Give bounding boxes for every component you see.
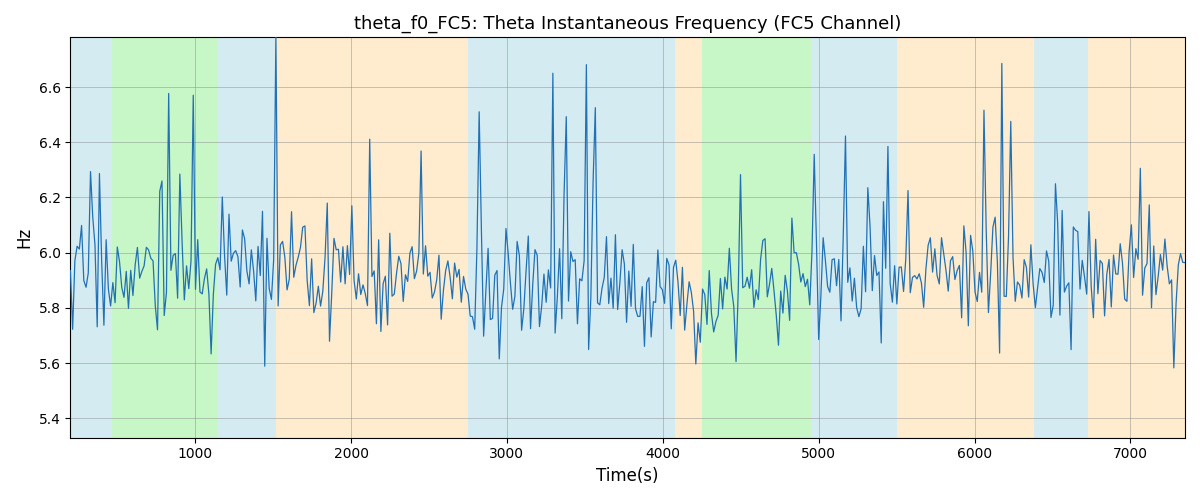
Bar <box>896 38 1033 438</box>
Bar <box>702 38 811 438</box>
Bar <box>113 38 218 438</box>
Bar <box>676 38 694 438</box>
X-axis label: Time(s): Time(s) <box>596 467 659 485</box>
Bar <box>468 38 676 438</box>
Bar <box>1088 38 1186 438</box>
Bar <box>811 38 896 438</box>
Bar <box>276 38 364 438</box>
Title: theta_f0_FC5: Theta Instantaneous Frequency (FC5 Channel): theta_f0_FC5: Theta Instantaneous Freque… <box>354 15 901 34</box>
Bar <box>694 38 702 438</box>
Y-axis label: Hz: Hz <box>14 227 32 248</box>
Bar <box>71 38 113 438</box>
Bar <box>1033 38 1088 438</box>
Bar <box>218 38 276 438</box>
Bar <box>364 38 468 438</box>
